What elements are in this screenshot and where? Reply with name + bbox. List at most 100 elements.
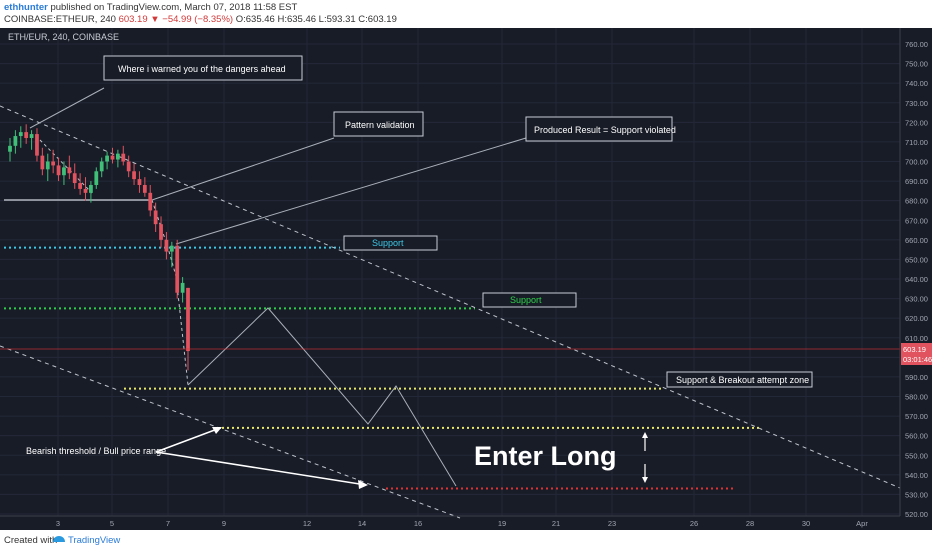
support-levels: [4, 246, 760, 490]
price-tag-box: [901, 343, 932, 365]
chart-svg: ETH/EUR, 240, COINBASE Where i warned yo…: [0, 28, 932, 528]
annotation-support-cyan[interactable]: Support: [343, 235, 438, 251]
candle-body: [175, 245, 180, 293]
price-change: ▼ −54.99 (−8.35%): [150, 14, 234, 25]
price-tick-label: 760.00: [905, 40, 928, 49]
annotation-support-cyan-box: [343, 235, 438, 251]
time-tick-label: 7: [166, 519, 170, 528]
candle-body: [121, 153, 126, 162]
up-arrowhead: [642, 432, 648, 438]
price-tick-label: 750.00: [905, 60, 928, 69]
annotation-pattern-box: [333, 111, 424, 137]
candle-body: [35, 134, 39, 156]
annotation-support-green-box: [482, 292, 577, 308]
bearish-arrow-up: [155, 427, 221, 453]
annotation-pattern-text: Pattern validation: [345, 120, 415, 130]
candle-body: [78, 183, 83, 189]
projected-path: [187, 307, 457, 487]
price-tick-label: 540.00: [905, 471, 928, 480]
annotation-produced[interactable]: Produced Result = Support violated: [525, 116, 676, 142]
callout-produced: [175, 137, 527, 245]
price-tick-label: 570.00: [905, 412, 928, 421]
price-tag: 603.19 03:01:46: [901, 343, 932, 365]
price-tick-label: 520.00: [905, 510, 928, 519]
time-tick-label: 30: [802, 519, 810, 528]
price-tick-label: 660.00: [905, 236, 928, 245]
candle-body: [186, 287, 190, 352]
candle-body: [94, 171, 99, 185]
publish-line: ethhunter published on TradingView.com, …: [4, 2, 297, 13]
time-tick-label: 9: [222, 519, 226, 528]
candle-body: [159, 224, 163, 240]
time-tick-label: 21: [552, 519, 560, 528]
ohlc-high: H:635.46: [277, 14, 317, 25]
chart-label: ETH/EUR, 240, COINBASE: [8, 32, 119, 42]
price-tick-label: 610.00: [905, 334, 928, 343]
time-tick-label: 5: [110, 519, 114, 528]
candle-body: [67, 167, 72, 174]
price-tick-label: 640.00: [905, 275, 928, 284]
price-tick-label: 620.00: [905, 314, 928, 323]
lower-trendline: [0, 345, 461, 519]
header-bar: ethhunter published on TradingView.com, …: [0, 0, 932, 28]
price-tick-label: 630.00: [905, 295, 928, 304]
price-tick-label: 550.00: [905, 451, 928, 460]
candle-body: [153, 210, 158, 225]
annotation-warned[interactable]: Where i warned you of the dangers ahead: [103, 55, 303, 81]
drop-path: [151, 199, 189, 386]
candle-body: [83, 188, 88, 193]
trend-lines: [0, 87, 901, 519]
grid: [0, 28, 900, 516]
candle-body: [110, 155, 115, 160]
time-tick-label: 28: [746, 519, 754, 528]
annotation-breakout[interactable]: Support & Breakout attempt zone: [666, 371, 813, 388]
time-tick-label: 14: [358, 519, 366, 528]
candle-body: [62, 167, 66, 176]
candle-body: [180, 282, 185, 293]
bearish-arrowhead-down: [358, 480, 368, 489]
time-axis[interactable]: 3 5 7 9 12 14 16 19 21 23 26 28 30 Apr: [0, 515, 900, 528]
candle-body: [13, 136, 18, 146]
price-tick-label: 710.00: [905, 138, 928, 147]
ohlc-close: C:603.19: [358, 14, 397, 25]
author-link[interactable]: ethhunter: [4, 2, 48, 13]
upper-trendline: [0, 105, 901, 489]
annotation-support-green[interactable]: Support: [482, 292, 577, 308]
symbol-line: COINBASE:ETHEUR, 240 603.19 ▼ −54.99 (−8…: [4, 14, 397, 25]
tradingview-logo-icon: [53, 536, 65, 542]
time-tick-label: 16: [414, 519, 422, 528]
candle-body: [29, 134, 34, 138]
candle-body: [45, 161, 50, 170]
price-tick-label: 740.00: [905, 79, 928, 88]
candle-body: [89, 185, 93, 193]
published-text: published on TradingView.com, March 07, …: [50, 2, 298, 13]
candle-body: [115, 153, 120, 160]
candle-body: [137, 179, 142, 185]
price-tick-label: 650.00: [905, 255, 928, 264]
candle-body: [72, 173, 77, 184]
chart-area[interactable]: ETH/EUR, 240, COINBASE Where i warned yo…: [0, 28, 932, 530]
created-with-text: Created with: [4, 535, 58, 546]
callout-warned: [29, 87, 105, 129]
candle-body: [99, 161, 104, 172]
last-price: 603.19: [118, 14, 148, 25]
footer: Created with TradingView: [0, 530, 932, 550]
down-arrowhead: [642, 477, 648, 483]
candle-body: [148, 192, 153, 211]
time-tick-label: 3: [56, 519, 60, 528]
candle-body: [142, 185, 147, 193]
price-tick-label: 680.00: [905, 197, 928, 206]
price-axis[interactable]: 520.00 530.00 540.00 550.00 560.00 570.00 580.…: [899, 28, 928, 519]
candle-body: [132, 171, 136, 180]
candle-body: [24, 132, 29, 138]
candle-body: [105, 155, 109, 162]
symbol-info: COINBASE:ETHEUR, 240: [4, 14, 116, 25]
time-tick-label: Apr: [856, 519, 868, 528]
annotation-pattern[interactable]: Pattern validation: [333, 111, 424, 137]
price-tick-label: 580.00: [905, 393, 928, 402]
tradingview-brand[interactable]: TradingView: [68, 535, 121, 546]
annotation-warned-text: Where i warned you of the dangers ahead: [118, 64, 286, 74]
annotation-support-green-text: Support: [510, 295, 542, 305]
price-tag-countdown: 03:01:46: [903, 355, 932, 364]
candles: [8, 124, 190, 371]
